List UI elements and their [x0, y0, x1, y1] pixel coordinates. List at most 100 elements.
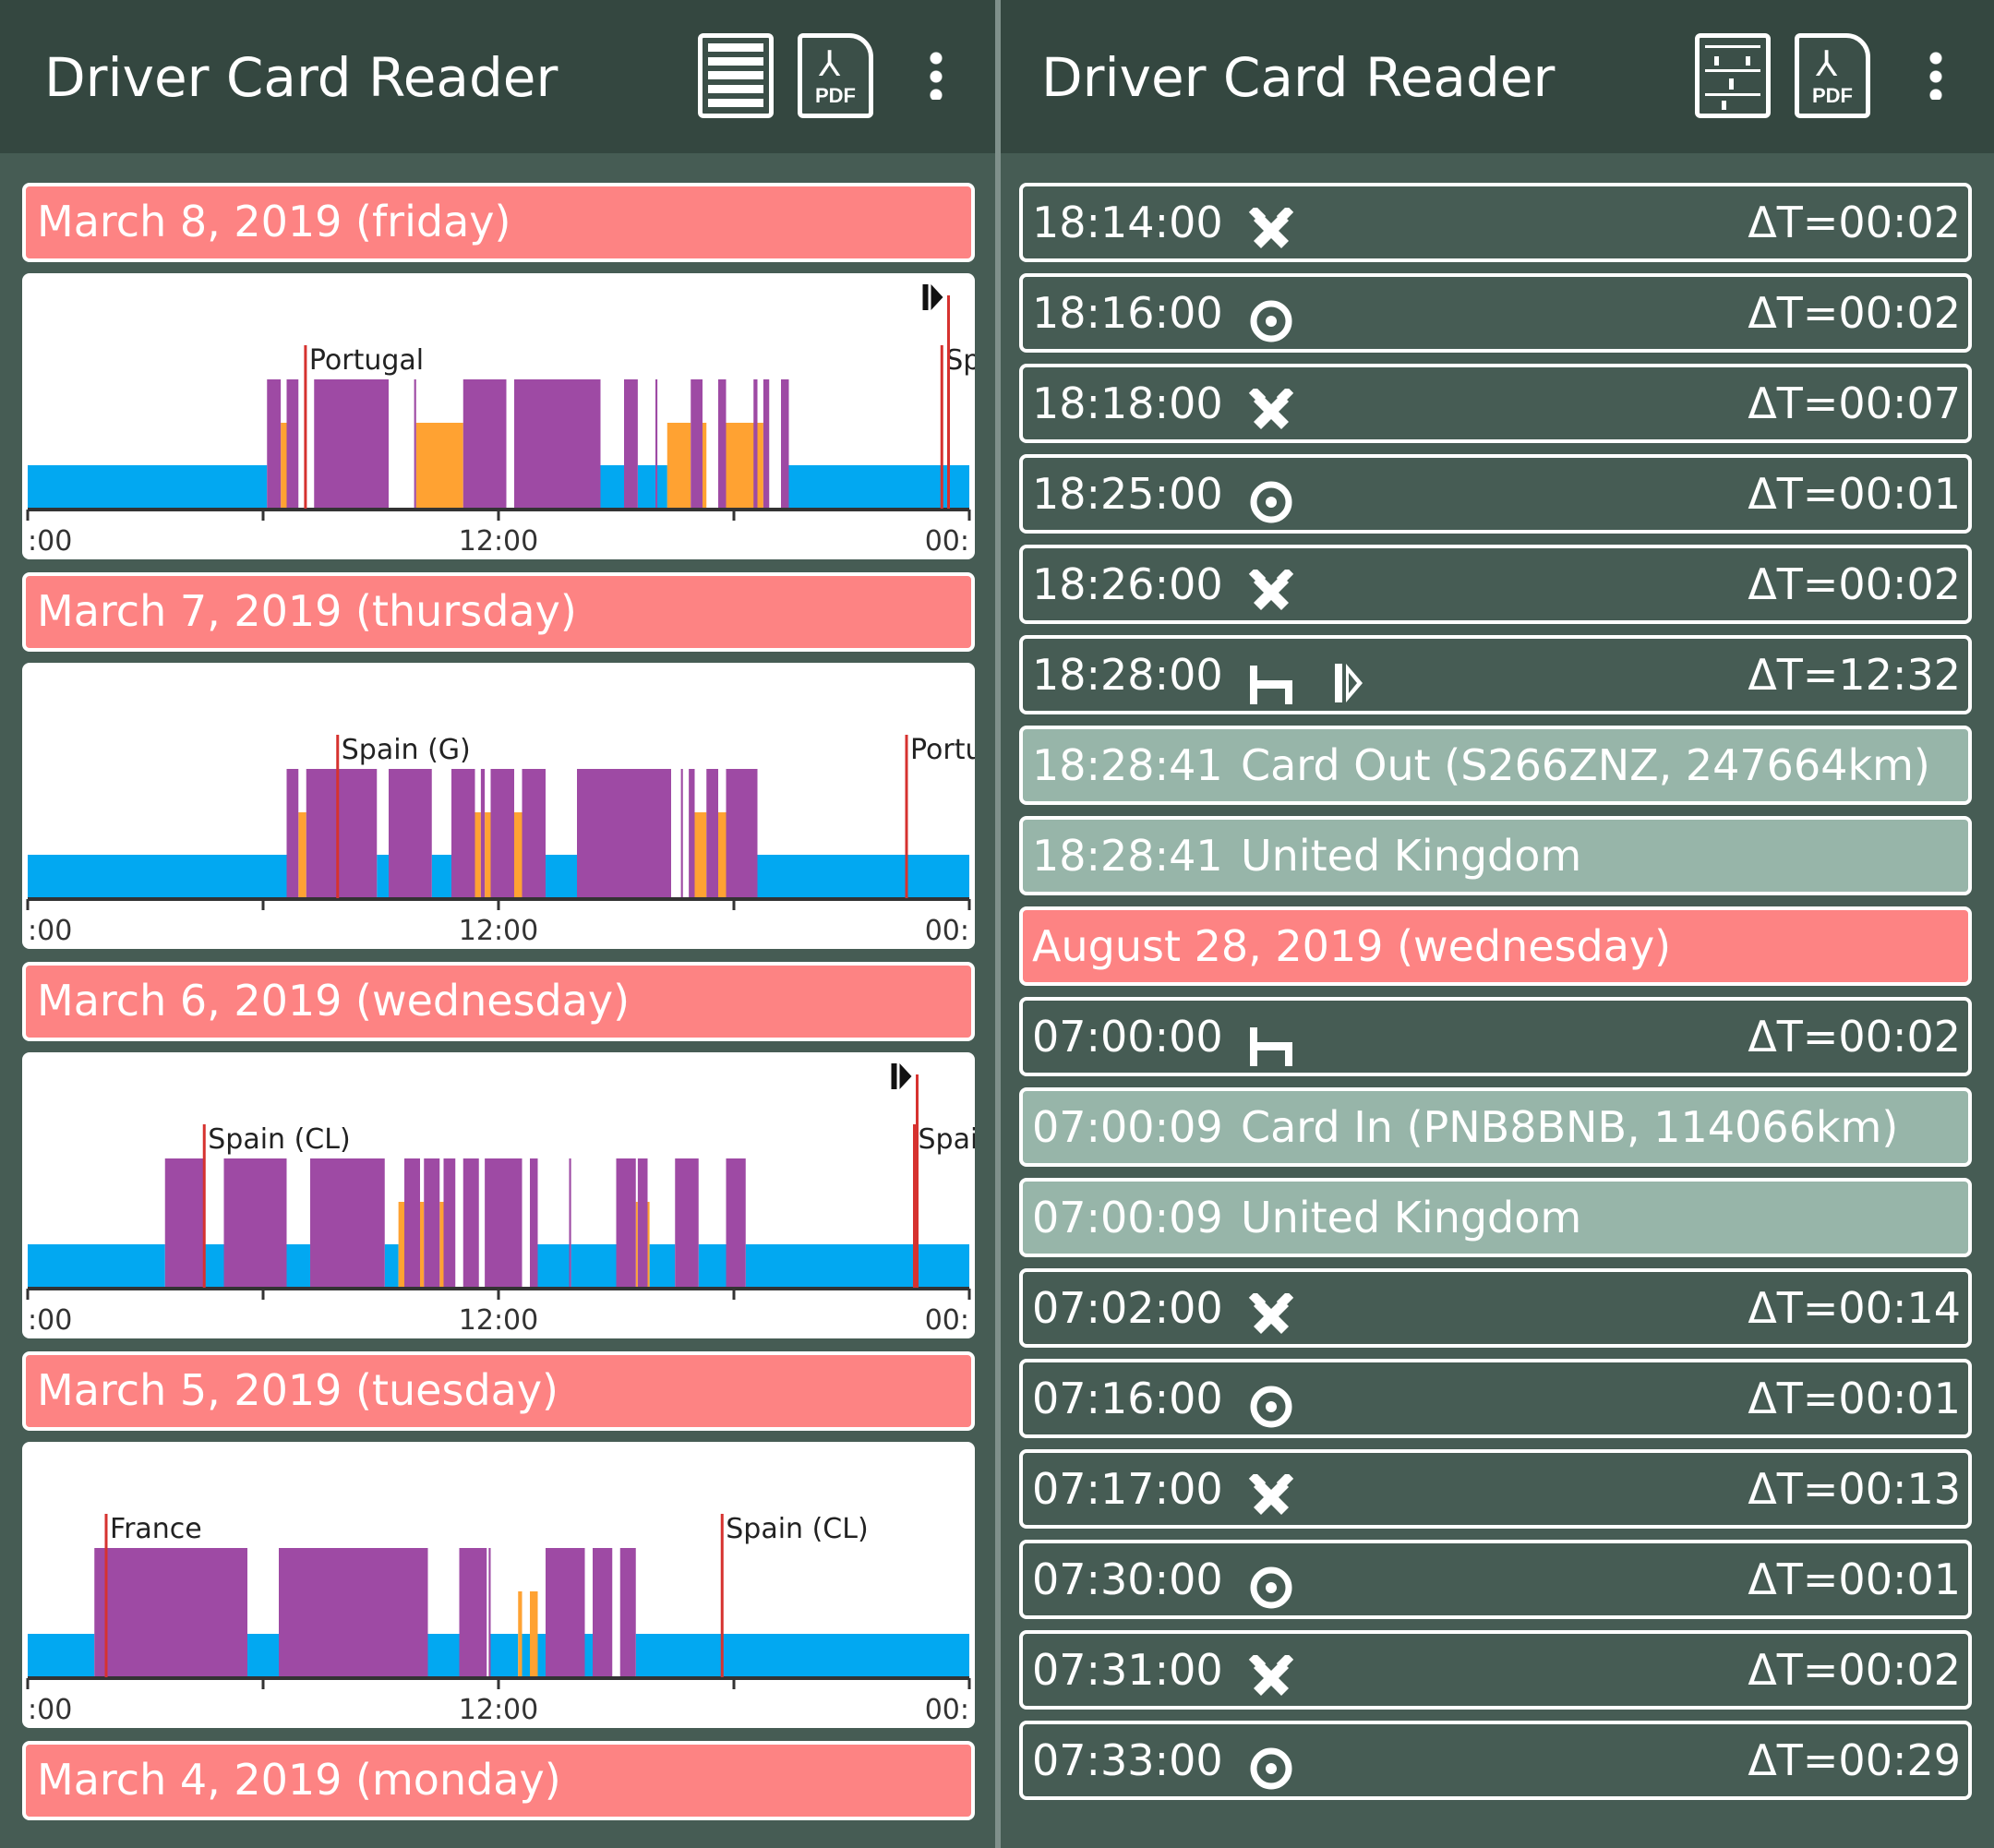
- work-icon: [1248, 565, 1294, 611]
- availability-icon: [1248, 1379, 1294, 1428]
- activity-row[interactable]: 07:33:00 ΔT=00:29: [1019, 1721, 1972, 1800]
- row-duration: ΔT=00:13: [1748, 1464, 1961, 1514]
- more-vert-icon[interactable]: [1929, 52, 1942, 100]
- x-tick-label: 00:: [925, 1694, 969, 1726]
- rest-bar: [427, 1634, 460, 1677]
- x-tick-label: 12:00: [459, 1694, 538, 1726]
- drive-bar: [306, 769, 310, 898]
- x-tick-label: :00: [28, 915, 72, 947]
- rest-bar: [431, 855, 451, 898]
- drive-bar: [514, 379, 601, 509]
- list-view-icon[interactable]: [698, 33, 774, 118]
- work-icon: [1248, 1470, 1294, 1516]
- more-vert-icon[interactable]: [930, 52, 943, 100]
- drive-bar: [310, 769, 378, 898]
- activity-row[interactable]: 18:18:00 ΔT=00:07: [1019, 364, 1972, 443]
- day-header[interactable]: March 5, 2019 (tuesday): [22, 1351, 975, 1431]
- country-label: Spain (CL): [726, 1513, 868, 1545]
- row-time: 07:02:00: [1032, 1283, 1223, 1333]
- pdf-export-button[interactable]: ⅄ PDF: [798, 33, 873, 118]
- daily-chart-pane: Driver Card Reader ⅄ PDF March 8, 2019 (…: [0, 0, 995, 1848]
- country-label: Spain (G): [342, 734, 471, 766]
- day-header[interactable]: March 6, 2019 (wednesday): [22, 962, 975, 1041]
- activity-row[interactable]: 07:02:00 ΔT=00:14: [1019, 1268, 1972, 1348]
- work-bar: [703, 423, 707, 509]
- work-icon: [1248, 1289, 1294, 1335]
- day-header[interactable]: March 7, 2019 (thursday): [22, 572, 975, 652]
- work-icon: [1248, 1290, 1294, 1334]
- drive-bar: [286, 769, 299, 898]
- rest-bar: [635, 1634, 969, 1677]
- row-time: 07:16:00: [1032, 1374, 1223, 1423]
- work-bar: [635, 1202, 638, 1288]
- drive-bar: [726, 769, 758, 898]
- event-row[interactable]: 18:28:41 United Kingdom: [1019, 816, 1972, 895]
- day-header[interactable]: March 8, 2019 (friday): [22, 183, 975, 262]
- event-row[interactable]: 18:28:41 Card Out (S266ZNZ, 247664km): [1019, 726, 1972, 805]
- x-tick-label: 12:00: [459, 1304, 538, 1337]
- activity-row[interactable]: 07:00:00 ΔT=00:02: [1019, 997, 1972, 1076]
- activity-row[interactable]: 18:14:00 ΔT=00:02: [1019, 183, 1972, 262]
- row-duration: ΔT=00:02: [1748, 1012, 1961, 1062]
- activity-row[interactable]: 18:25:00 ΔT=00:01: [1019, 454, 1972, 534]
- x-tick-label: 12:00: [459, 525, 538, 558]
- work-bar: [718, 812, 727, 898]
- activity-chart-svg: :00 12:00 00: Spain (G) Portugal: [26, 734, 975, 947]
- app-bar-right: Driver Card Reader ⅄ PDF: [1001, 0, 1994, 153]
- activity-row[interactable]: 18:16:00 ΔT=00:02: [1019, 273, 1972, 353]
- availability-icon: [1248, 474, 1294, 523]
- graph-view-icon[interactable]: [1695, 33, 1771, 118]
- availability-icon: [1250, 1386, 1292, 1428]
- work-icon: [1248, 1471, 1294, 1515]
- row-duration: ΔT=00:29: [1748, 1735, 1961, 1785]
- pdf-label: PDF: [815, 84, 856, 107]
- row-time: 07:31:00: [1032, 1645, 1223, 1695]
- pdf-label: PDF: [1812, 84, 1853, 107]
- activity-row[interactable]: 07:31:00 ΔT=00:02: [1019, 1630, 1972, 1710]
- pdf-export-button[interactable]: ⅄ PDF: [1795, 33, 1870, 118]
- drive-bar: [726, 1158, 746, 1288]
- drive-bar: [763, 379, 770, 509]
- row-duration: ΔT=00:02: [1748, 198, 1961, 247]
- availability-icon: [1250, 481, 1292, 523]
- rest-bar: [537, 1244, 570, 1288]
- x-tick-label: :00: [28, 1694, 72, 1726]
- work-icon: [1248, 205, 1294, 248]
- work-bar: [667, 423, 691, 509]
- activity-row[interactable]: 07:30:00 ΔT=00:01: [1019, 1540, 1972, 1619]
- day-activity-chart[interactable]: :00 12:00 00: Spain (G) Portugal: [22, 663, 975, 949]
- row-time: 18:26:00: [1032, 559, 1223, 609]
- rest-bed-icon: [1250, 666, 1292, 704]
- event-text: Card In (PNB8BNB, 114066km): [1241, 1102, 1899, 1152]
- activity-row[interactable]: 07:16:00 ΔT=00:01: [1019, 1359, 1972, 1438]
- availability-icon: [1248, 294, 1294, 342]
- rest-bar: [204, 1244, 224, 1288]
- card-insert-icon: [922, 284, 943, 310]
- work-bar: [757, 423, 763, 509]
- event-row[interactable]: 07:00:09 Card In (PNB8BNB, 114066km): [1019, 1087, 1972, 1167]
- drive-bar: [451, 769, 475, 898]
- day-activity-chart[interactable]: :00 12:00 00: Spain (CL) Spain (G): [22, 1052, 975, 1338]
- drive-bar: [593, 1548, 613, 1677]
- event-text: United Kingdom: [1241, 831, 1582, 881]
- day-activity-chart[interactable]: :00 12:00 00: France Spain (CL): [22, 1442, 975, 1728]
- rest-bar: [649, 1244, 676, 1288]
- activity-row[interactable]: 18:26:00 ΔT=00:02: [1019, 545, 1972, 624]
- work-bar: [298, 812, 306, 898]
- row-duration: ΔT=00:14: [1748, 1283, 1961, 1333]
- activity-row[interactable]: 18:28:00 ΔT=12:32: [1019, 635, 1972, 714]
- availability-icon: [1250, 1566, 1292, 1609]
- date-header-row[interactable]: August 28, 2019 (wednesday): [1019, 906, 1972, 986]
- date-label: August 28, 2019 (wednesday): [1032, 921, 1672, 971]
- country-label: Spain (G): [919, 1123, 976, 1156]
- day-activity-chart[interactable]: :00 12:00 00: Portugal Spain (G): [22, 273, 975, 559]
- rest-bar: [247, 1634, 279, 1677]
- availability-icon: [1248, 1560, 1294, 1609]
- row-duration: ΔT=00:01: [1748, 469, 1961, 519]
- day-header[interactable]: March 4, 2019 (monday): [22, 1741, 975, 1820]
- activity-row[interactable]: 07:17:00 ΔT=00:13: [1019, 1449, 1972, 1529]
- card-out-icon: [1333, 655, 1366, 702]
- row-time: 18:14:00: [1032, 198, 1223, 247]
- row-time: 07:00:00: [1032, 1012, 1223, 1062]
- event-row[interactable]: 07:00:09 United Kingdom: [1019, 1178, 1972, 1257]
